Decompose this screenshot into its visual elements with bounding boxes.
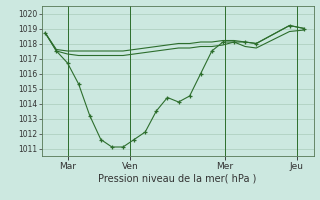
X-axis label: Pression niveau de la mer( hPa ): Pression niveau de la mer( hPa ) <box>99 173 257 183</box>
